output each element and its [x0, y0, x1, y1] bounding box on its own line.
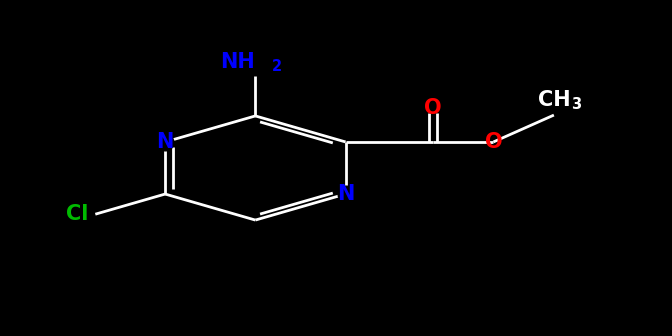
Text: O: O: [485, 132, 502, 152]
Text: 3: 3: [571, 97, 581, 112]
Text: N: N: [337, 184, 354, 204]
Text: N: N: [157, 132, 174, 152]
Text: Cl: Cl: [67, 204, 89, 224]
Text: NH: NH: [220, 52, 255, 72]
Text: CH: CH: [538, 90, 571, 110]
Text: 2: 2: [272, 59, 282, 74]
Text: O: O: [424, 98, 442, 118]
